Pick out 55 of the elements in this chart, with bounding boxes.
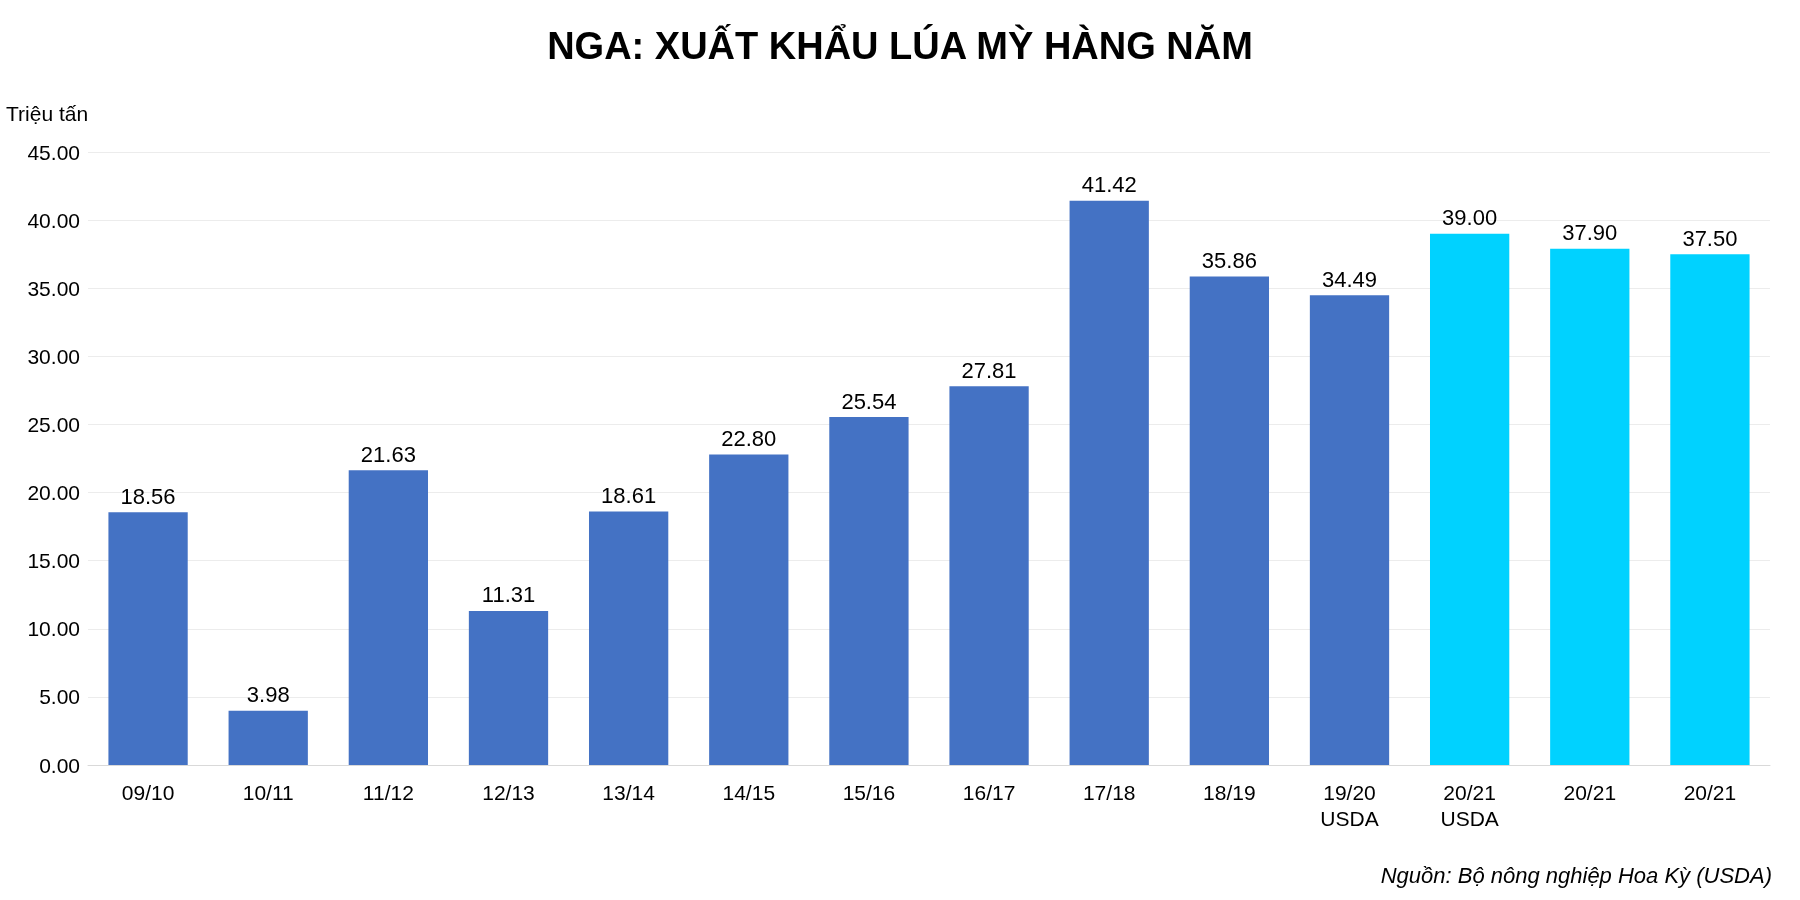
y-axis-title: Triệu tấn: [6, 102, 89, 125]
data-label: 18.56: [120, 483, 176, 509]
y-tick-label: 10.00: [27, 617, 80, 641]
text: Nguồn: Bộ nông nghiệp Hoa Kỳ (USDA): [1380, 862, 1773, 888]
bar: [1430, 233, 1510, 765]
data-label: 25.54: [841, 388, 897, 414]
bar: [1309, 295, 1390, 765]
x-tick-label: 10/11: [242, 780, 294, 804]
bar: [468, 610, 549, 765]
y-tick-label: 0.00: [39, 753, 80, 777]
bar: [829, 417, 909, 765]
bar: [228, 710, 308, 765]
x-tick-label: 20/21: [1563, 780, 1617, 804]
bar: [709, 454, 789, 765]
data-label: 18.61: [601, 482, 657, 508]
x-tick-label: 20/21: [1683, 780, 1737, 804]
data-label: 11.31: [481, 582, 536, 608]
bar: [1069, 200, 1149, 765]
x-tick-label: 15/16: [842, 780, 896, 804]
bar: [348, 470, 428, 765]
data-label: 37.50: [1682, 225, 1738, 251]
y-tick-label: 25.00: [27, 412, 80, 436]
data-label: 37.90: [1562, 220, 1618, 246]
data-label: 3.98: [246, 682, 290, 708]
y-tick-label: 45.00: [27, 140, 80, 164]
data-label: 41.42: [1081, 172, 1137, 198]
chart-title: NGA: XUẤT KHẨU LÚA MỲ HÀNG NĂM: [547, 23, 1253, 67]
x-tick-label: 09/10: [121, 780, 175, 804]
x-tick-label: 20/21 USDA: [1440, 780, 1499, 830]
bar: [1189, 276, 1269, 765]
data-label: 39.00: [1442, 205, 1498, 231]
y-tick-label: 30.00: [27, 344, 80, 368]
bar: [108, 512, 188, 765]
x-tick-label: 12/13: [482, 780, 535, 804]
y-tick-label: 35.00: [27, 276, 80, 300]
data-label: 22.80: [721, 425, 777, 451]
x-tick-label: 11/12: [362, 780, 414, 804]
x-tick-label: 17/18: [1082, 780, 1136, 804]
x-tick-label: 19/20 USDA: [1320, 780, 1379, 830]
data-label: 21.63: [360, 441, 416, 467]
bar: [949, 386, 1029, 765]
x-tick-label: 16/17: [962, 780, 1016, 804]
y-tick-label: 5.00: [39, 685, 80, 709]
bar: [1550, 248, 1630, 765]
data-label: 35.86: [1201, 248, 1257, 274]
bar: [1670, 254, 1750, 765]
data-label: 34.49: [1321, 266, 1378, 292]
y-tick-label: 20.00: [27, 481, 80, 505]
x-tick-label: 13/14: [602, 780, 656, 804]
x-tick-label: 18/19: [1203, 780, 1256, 804]
y-tick-label: 15.00: [27, 549, 80, 573]
x-tick-label: 14/15: [722, 780, 776, 804]
data-label: 27.81: [961, 357, 1017, 383]
bar: [589, 511, 669, 765]
y-tick-label: 40.00: [27, 208, 80, 232]
